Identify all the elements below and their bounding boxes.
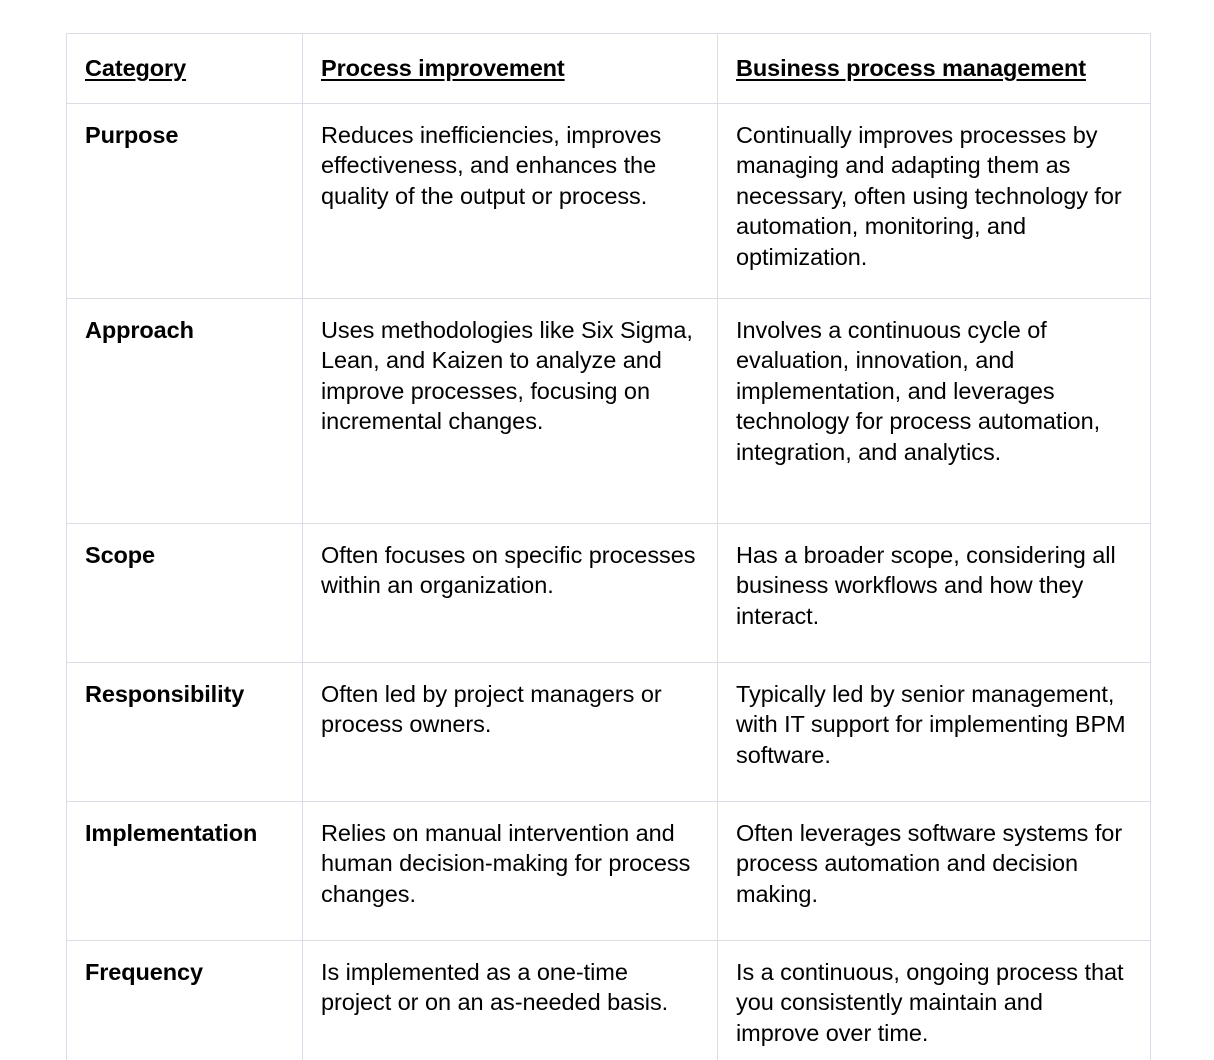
- cell-process-improvement: Often led by project managers or process…: [302, 661, 718, 802]
- cell-business-process-management-text: Typically led by senior management, with…: [736, 680, 1126, 768]
- cell-category-label: Purpose: [85, 121, 179, 148]
- cell-process-improvement: Relies on manual intervention and human …: [302, 800, 718, 941]
- column-header-process-improvement: Process improvement: [302, 33, 718, 104]
- column-header-category: Category: [66, 33, 303, 104]
- cell-business-process-management-text: Often leverages software systems for pro…: [736, 819, 1123, 907]
- table-row: Scope Often focuses on specific processe…: [66, 522, 1151, 663]
- cell-business-process-management-text: Continually improves processes by managi…: [736, 121, 1122, 270]
- cell-business-process-management: Often leverages software systems for pro…: [717, 800, 1151, 941]
- comparison-table-wrapper: Category Process improvement Business pr…: [66, 33, 1151, 1060]
- column-header-process-improvement-label: Process improvement: [321, 55, 565, 81]
- cell-business-process-management-text: Has a broader scope, considering all bus…: [736, 541, 1116, 629]
- cell-business-process-management: Typically led by senior management, with…: [717, 661, 1151, 802]
- cell-category: Responsibility: [66, 661, 303, 802]
- table-body: Purpose Reduces inefficiencies, improves…: [66, 102, 1151, 1060]
- cell-process-improvement-text: Often led by project managers or process…: [321, 680, 662, 738]
- comparison-table: Category Process improvement Business pr…: [66, 33, 1151, 1060]
- table-row: Purpose Reduces inefficiencies, improves…: [66, 102, 1151, 299]
- cell-category-label: Implementation: [85, 819, 258, 846]
- cell-category: Scope: [66, 522, 303, 663]
- cell-category-label: Responsibility: [85, 680, 245, 707]
- cell-business-process-management: Is a continuous, ongoing process that yo…: [717, 939, 1151, 1060]
- cell-process-improvement-text: Uses methodologies like Six Sigma, Lean,…: [321, 316, 693, 435]
- table-row: Implementation Relies on manual interven…: [66, 800, 1151, 941]
- cell-process-improvement: Uses methodologies like Six Sigma, Lean,…: [302, 297, 718, 524]
- cell-process-improvement-text: Reduces inefficiencies, improves effecti…: [321, 121, 662, 209]
- cell-process-improvement: Often focuses on specific processes with…: [302, 522, 718, 663]
- column-header-category-label: Category: [85, 55, 187, 81]
- column-header-business-process-management: Business process management: [717, 33, 1151, 104]
- cell-process-improvement-text: Relies on manual intervention and human …: [321, 819, 691, 907]
- cell-category-label: Frequency: [85, 958, 203, 985]
- cell-process-improvement: Is implemented as a one-time project or …: [302, 939, 718, 1060]
- cell-process-improvement-text: Is implemented as a one-time project or …: [321, 958, 669, 1016]
- cell-business-process-management-text: Is a continuous, ongoing process that yo…: [736, 958, 1124, 1046]
- cell-business-process-management: Involves a continuous cycle of evaluatio…: [717, 297, 1151, 524]
- cell-category: Frequency: [66, 939, 303, 1060]
- table-header-row: Category Process improvement Business pr…: [66, 33, 1151, 104]
- cell-category-label: Approach: [85, 316, 194, 343]
- cell-business-process-management-text: Involves a continuous cycle of evaluatio…: [736, 316, 1101, 465]
- cell-category: Implementation: [66, 800, 303, 941]
- cell-business-process-management: Continually improves processes by managi…: [717, 102, 1151, 299]
- cell-category: Purpose: [66, 102, 303, 299]
- cell-process-improvement-text: Often focuses on specific processes with…: [321, 541, 696, 599]
- table-header: Category Process improvement Business pr…: [66, 33, 1151, 104]
- cell-category-label: Scope: [85, 541, 156, 568]
- cell-category: Approach: [66, 297, 303, 524]
- cell-process-improvement: Reduces inefficiencies, improves effecti…: [302, 102, 718, 299]
- table-row: Responsibility Often led by project mana…: [66, 661, 1151, 802]
- column-header-business-process-management-label: Business process management: [736, 55, 1086, 81]
- table-row: Frequency Is implemented as a one-time p…: [66, 939, 1151, 1060]
- table-row: Approach Uses methodologies like Six Sig…: [66, 297, 1151, 524]
- cell-business-process-management: Has a broader scope, considering all bus…: [717, 522, 1151, 663]
